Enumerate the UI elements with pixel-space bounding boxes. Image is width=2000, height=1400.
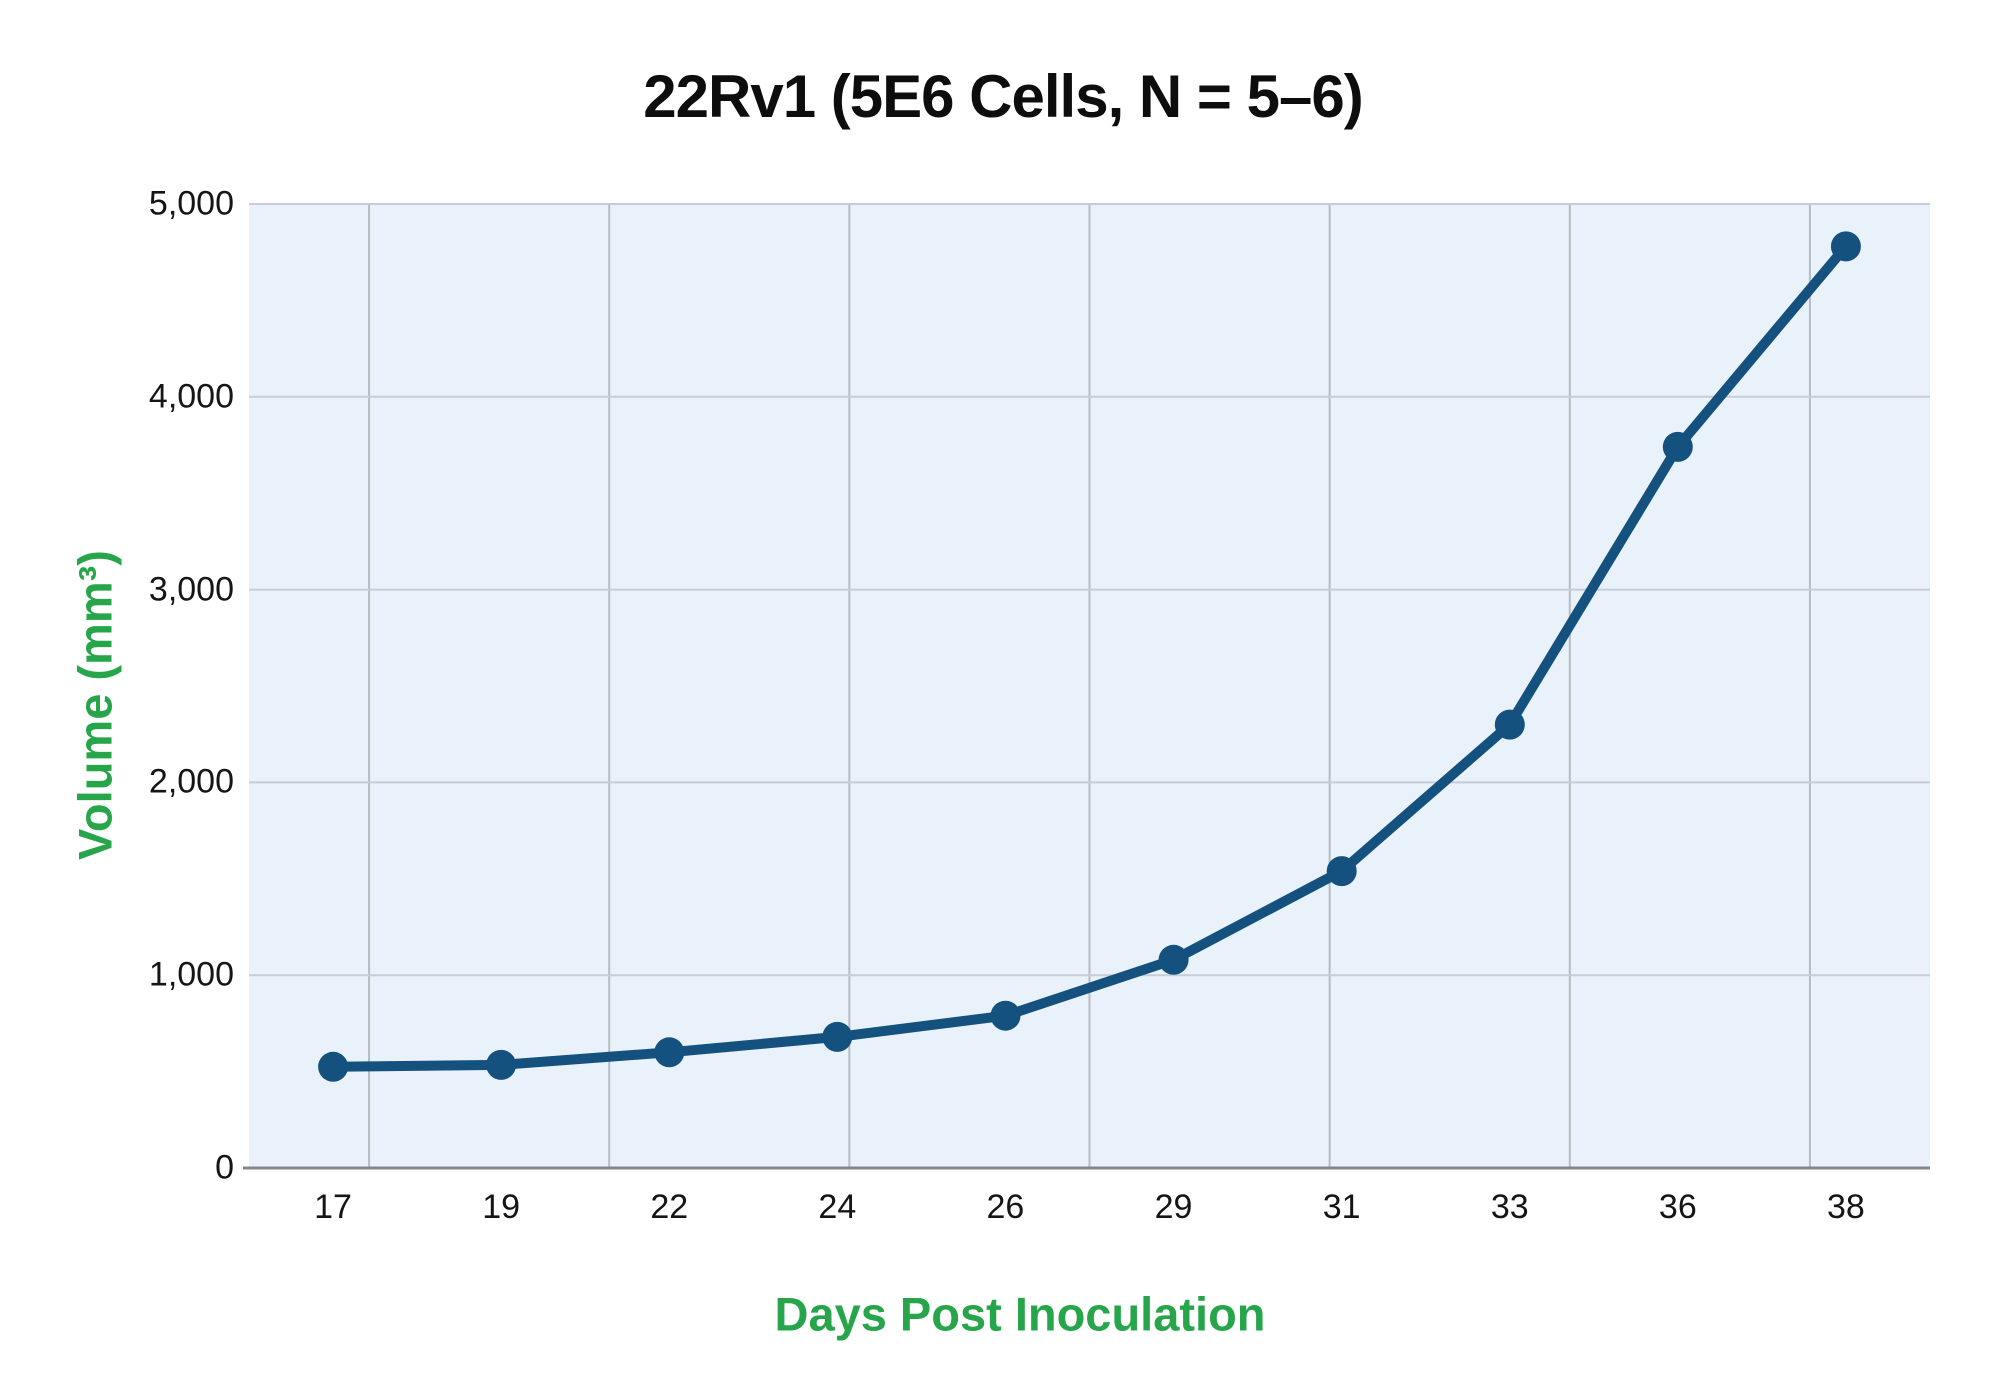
x-tick-label: 31 — [1322, 1188, 1361, 1226]
x-tick-label: 38 — [1827, 1188, 1865, 1226]
x-tick-label: 29 — [1154, 1188, 1193, 1226]
data-point-day-17 — [318, 1051, 349, 1082]
x-tick-label: 24 — [818, 1188, 857, 1226]
data-point-day-19 — [486, 1049, 517, 1080]
plot-area — [243, 203, 1930, 1170]
y-tick-label: 1,000 — [148, 955, 234, 994]
data-point-day-38 — [1830, 231, 1861, 262]
y-tick-label: 4,000 — [148, 377, 234, 416]
y-tick-label: 5,000 — [148, 184, 234, 223]
chart-title: 22Rv1 (5E6 Cells, N = 5–6) — [643, 63, 1363, 130]
data-point-day-24 — [822, 1021, 853, 1052]
x-tick-label: 19 — [482, 1188, 521, 1226]
y-tick-label: 0 — [215, 1148, 234, 1187]
data-point-day-33 — [1494, 709, 1525, 740]
data-point-day-31 — [1326, 856, 1357, 887]
x-tick-label: 22 — [650, 1188, 689, 1226]
x-tick-label: 36 — [1658, 1188, 1697, 1226]
y-tick-label: 3,000 — [148, 570, 234, 609]
x-tick-label: 33 — [1490, 1188, 1529, 1226]
line-chart-svg — [243, 203, 1930, 1170]
x-tick-label: 26 — [986, 1188, 1025, 1226]
data-point-day-22 — [654, 1037, 685, 1068]
series-line — [328, 241, 1851, 1072]
data-point-day-29 — [1158, 944, 1189, 975]
x-tick-label: 17 — [314, 1188, 352, 1226]
data-point-day-26 — [990, 1000, 1021, 1031]
x-axis-title: Days Post Inoculation — [774, 1287, 1266, 1341]
data-point-day-36 — [1662, 431, 1693, 462]
y-tick-label: 2,000 — [148, 762, 234, 801]
